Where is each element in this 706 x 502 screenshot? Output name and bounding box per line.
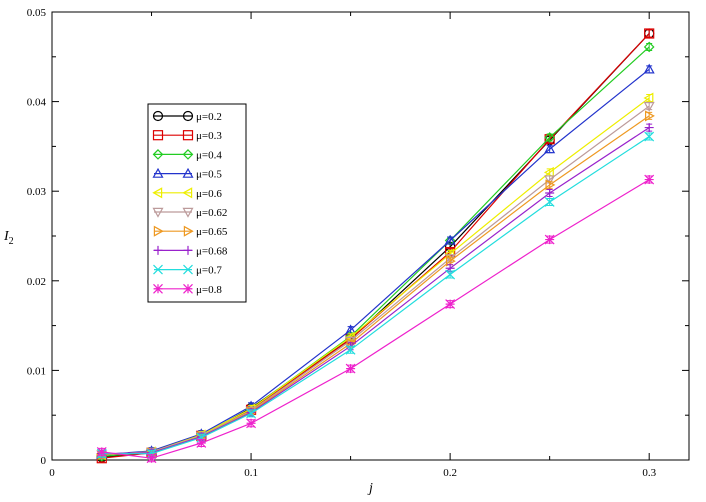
data-point: [444, 234, 456, 245]
data-point: [544, 143, 556, 154]
legend-marker-right: [182, 110, 194, 122]
legend-marker-left: [152, 110, 164, 122]
legend-label: μ=0.65: [196, 226, 228, 238]
y-tick-label: 0.02: [27, 276, 46, 288]
legend-marker-right: [182, 167, 194, 178]
y-axis-label-subscript: 2: [9, 236, 14, 247]
series-10: [96, 174, 655, 464]
legend-marker-left: [152, 187, 163, 199]
data-point: [196, 438, 207, 448]
x-tick-label: 0: [49, 467, 55, 479]
data-point: [544, 234, 555, 245]
legend-marker-right: [182, 187, 193, 199]
data-point: [544, 197, 555, 207]
legend-item: μ=0.2: [152, 110, 222, 123]
y-axis-label-main: I: [3, 229, 10, 244]
data-point: [545, 188, 555, 198]
data-point: [96, 447, 107, 457]
legend-marker-left: [153, 283, 163, 294]
data-point: [644, 110, 655, 122]
legend-marker-left: [152, 149, 164, 160]
series-line: [101, 105, 650, 456]
series-9: [96, 131, 655, 459]
data-point: [445, 299, 456, 310]
x-tick-label: 0.2: [443, 467, 457, 479]
legend-marker-left: [153, 225, 164, 237]
data-point: [643, 101, 655, 112]
y-tick-label: 0.04: [27, 97, 47, 109]
series-line: [101, 135, 650, 455]
legend-label: μ=0.68: [196, 245, 228, 257]
data-point: [445, 255, 456, 267]
legend-item: μ=0.65: [153, 225, 228, 238]
x-tick-label: 0.1: [244, 467, 258, 479]
legend-label: μ=0.7: [196, 265, 222, 277]
y-tick-label: 0.01: [27, 365, 46, 377]
series-layer: [96, 28, 655, 464]
y-tick-label: 0.03: [27, 186, 47, 198]
legend-item: μ=0.6: [152, 187, 222, 200]
data-point: [643, 92, 654, 104]
data-point: [246, 418, 256, 429]
legend-label: μ=0.5: [196, 169, 222, 181]
error-bar: [646, 42, 653, 51]
data-point: [246, 408, 256, 419]
data-point: [643, 41, 655, 53]
legend-item: μ=0.8: [153, 283, 222, 296]
data-point: [544, 175, 556, 186]
x-axis-label: j: [367, 481, 373, 496]
data-point: [644, 131, 655, 142]
legend-item: μ=0.3: [152, 130, 222, 142]
data-point: [644, 28, 655, 39]
data-point: [345, 363, 356, 374]
y-tick-label: 0: [41, 455, 47, 467]
data-point: [544, 132, 556, 143]
data-point: [444, 235, 456, 246]
legend-marker-right: [182, 207, 194, 218]
legend-marker-right: [182, 149, 194, 160]
data-point: [146, 453, 157, 464]
series-line: [101, 127, 650, 455]
legend-marker-right: [183, 283, 193, 294]
data-point: [543, 166, 554, 178]
legend-label: μ=0.62: [196, 207, 227, 219]
legend-marker-left: [152, 130, 164, 141]
axes: 0 0.1 0.2 0.3 0 0.01 0.02 0.03 0.04 0.05: [27, 7, 689, 479]
y-axis-label: I2: [3, 229, 14, 247]
legend-marker-left: [153, 264, 163, 275]
legend-item: μ=0.62: [152, 207, 227, 219]
legend-marker-right: [183, 264, 193, 275]
error-bar: [546, 133, 553, 142]
legend-marker-right: [183, 245, 193, 255]
data-point: [345, 344, 356, 355]
legend-label: μ=0.6: [196, 188, 222, 200]
legend-label: μ=0.8: [196, 284, 222, 296]
data-point: [644, 123, 654, 133]
legend-label: μ=0.2: [196, 111, 222, 123]
legend-item: μ=0.4: [152, 149, 222, 161]
data-point: [545, 179, 556, 191]
legend-label: μ=0.3: [196, 130, 222, 142]
legend-label: μ=0.4: [196, 149, 222, 161]
y-tick-label: 0.05: [27, 7, 47, 19]
legend: μ=0.2 μ=0.3 μ=0.4 μ=0.5 μ=0.6 μ=0.62 μ=0.65 μ=0…: [147, 103, 247, 303]
legend-marker-right: [182, 130, 194, 141]
legend-marker-left: [152, 167, 164, 178]
legend-item: μ=0.7: [153, 264, 222, 277]
legend-item: μ=0.5: [152, 167, 222, 181]
series-line: [101, 179, 650, 459]
error-bar: [646, 29, 653, 38]
legend-item: μ=0.68: [153, 245, 228, 257]
legend-box: [147, 103, 247, 303]
x-tick-label: 0.3: [642, 467, 656, 479]
legend-marker-left: [152, 207, 164, 218]
data-point: [644, 174, 655, 185]
legend-marker-left: [153, 245, 163, 255]
data-point: [445, 269, 456, 280]
series-line: [101, 68, 650, 456]
data-point: [643, 63, 655, 74]
legend-marker-right: [183, 225, 194, 237]
